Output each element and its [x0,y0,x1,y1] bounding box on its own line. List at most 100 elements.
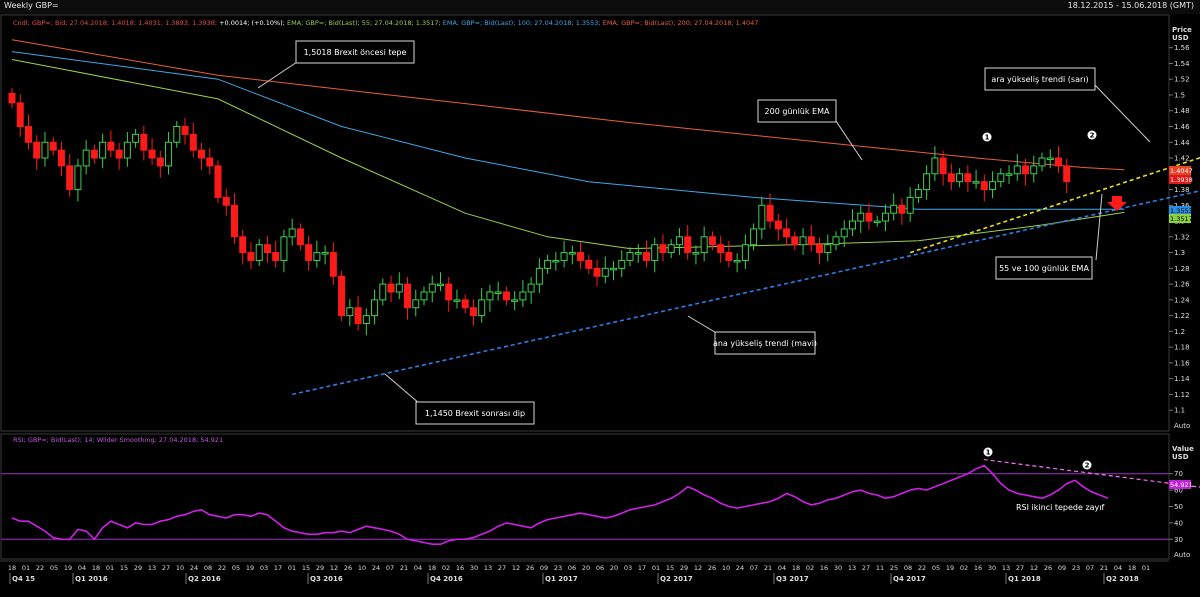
candle-body [610,267,618,271]
candle-body [956,173,964,183]
candle-body [601,267,609,277]
candle-body [395,283,403,293]
price-label: 1.3938 [1170,176,1193,184]
x-week-label: 12 [1030,564,1038,572]
x-quarter-label: Q3 2017 [776,575,809,583]
rsi-series-line [11,464,1109,546]
x-week-label: 04 [778,564,786,572]
candle-body [906,196,914,214]
x-week-label: 12 [330,564,338,572]
candle-body [766,204,774,222]
x-week-label: 01 [1142,564,1150,572]
candle-body [914,189,922,198]
candle-body [626,252,634,261]
x-week-label: 16 [820,564,828,572]
x-week-label: 17 [638,564,646,572]
candle-body [33,141,41,159]
candle-body [939,157,947,175]
candle-body [16,102,24,127]
candle-body [807,236,815,246]
candle-body [544,259,552,269]
candle-body [173,126,181,143]
annotation-box [995,256,1093,280]
x-week-label: 13 [484,564,492,572]
down-arrow-icon [1107,196,1127,211]
price-auto-label[interactable]: Auto [1174,422,1190,430]
candle-body [239,236,247,254]
x-week-label: 19 [64,564,72,572]
candle-body [642,252,650,261]
x-week-label: 26 [708,564,716,572]
candle-body [947,173,955,183]
candle-body [931,157,939,175]
candle-body [107,141,115,151]
x-week-label: 02 [806,564,814,572]
price-tick-label: 1.22 [1174,312,1190,320]
x-week-label: 18 [428,564,436,572]
candle-body [412,299,420,309]
price-tick-label: 1.42 [1174,155,1190,163]
x-week-label: 01 [106,564,114,572]
candle-body [577,252,585,261]
annotation-label: 200 günlük EMA [765,107,830,116]
rsi-legend: RSI; GBP=; Bid(Last); 14; Wilder Smoothi… [13,436,223,444]
candle-body [230,204,238,238]
price-tick-label: 1.32 [1174,233,1190,241]
rsi-peak-marker [1082,460,1092,470]
candle-body [964,173,972,183]
x-week-label: 09 [540,564,548,572]
candle-body [733,259,741,263]
candle-body [280,236,288,261]
rsi-annotation: RSI ikinci tepede zayıf [1016,503,1105,512]
x-week-label: 27 [1016,564,1024,572]
candle-body [140,133,148,151]
x-week-label: 10 [176,564,184,572]
candle-body [453,299,461,302]
candle-body [552,259,560,263]
x-week-label: 30 [470,564,478,572]
candle-body [816,244,824,254]
candle-body [865,212,873,222]
x-quarter-label: Q4 15 [12,575,35,583]
price-tick-label: 1.5 [1174,91,1185,99]
candle-body [997,173,1005,183]
x-week-label: 24 [736,564,744,572]
candle-body [346,307,354,317]
x-week-label: 04 [78,564,86,572]
x-week-label: 22 [918,564,926,572]
candle-body [791,236,799,246]
annotation-box [714,331,816,355]
candle-body [881,212,889,222]
x-week-label: 01 [652,564,660,572]
candle-body [486,291,494,301]
candle-body [494,291,502,294]
candle-body [502,291,510,301]
candle-body [387,283,395,293]
price-axis-title-1: Price [1172,26,1192,34]
x-week-label: 07 [1086,564,1094,572]
rsi-peak-marker [983,447,993,457]
candle-body [840,228,848,238]
x-week-label: 21 [764,564,772,572]
candle-body [1030,165,1038,175]
candle-body [41,141,49,159]
candle-body [263,244,271,254]
x-week-label: 01 [288,564,296,572]
x-week-label: 26 [1044,564,1052,572]
rsi-tick-label: 30 [1174,536,1183,544]
price-tick-label: 1.52 [1174,76,1190,84]
date-range: 18.12.2015 - 15.06.2018 (GMT) [1067,1,1194,10]
candle-body [49,141,57,151]
x-week-label: 19 [246,564,254,572]
candle-body [923,173,931,191]
x-week-label: 18 [1128,564,1136,572]
x-week-label: 03 [624,564,632,572]
price-tick-label: 1.54 [1174,60,1190,68]
rsi-auto-label[interactable]: Auto [1174,551,1190,559]
annotation-label: 55 ve 100 günlük EMA [999,264,1089,273]
candle-body [1022,165,1030,175]
x-week-label: 27 [862,564,870,572]
x-week-label: 21 [1100,564,1108,572]
price-label: 1.4047 [1170,167,1193,175]
x-week-label: 06 [568,564,576,572]
